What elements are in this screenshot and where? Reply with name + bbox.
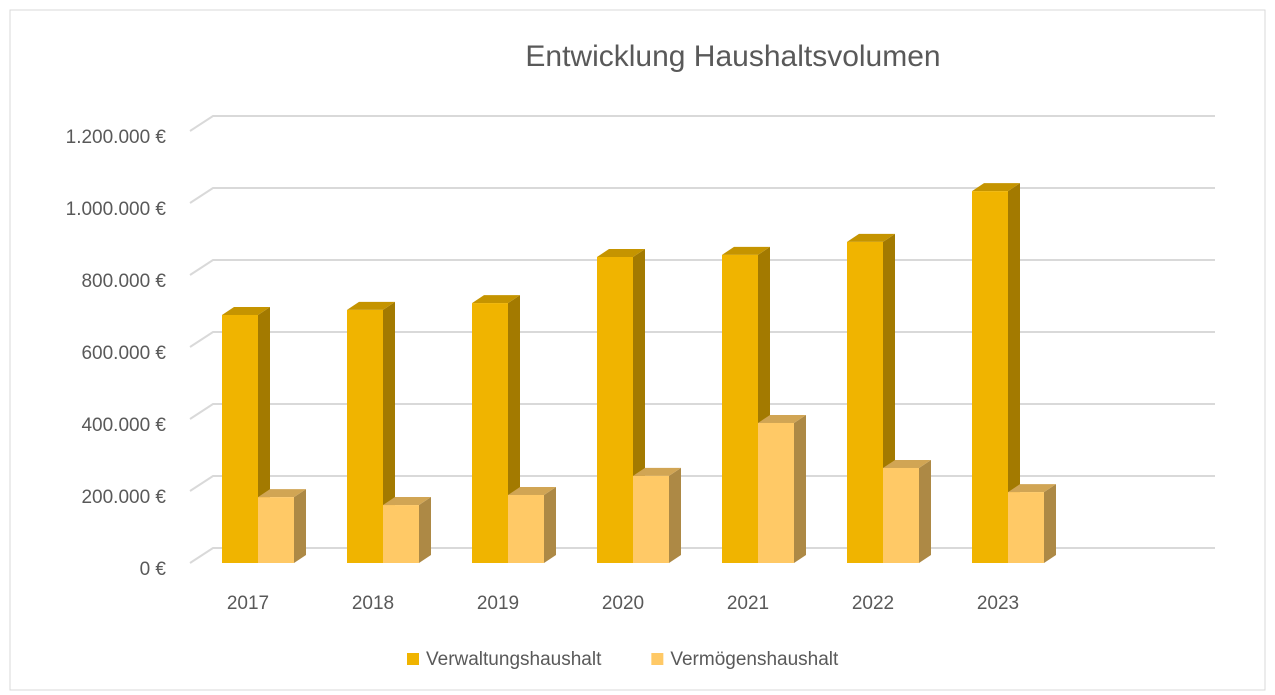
bar (758, 414, 806, 563)
legend-swatch (651, 653, 664, 665)
bar-front (847, 241, 883, 563)
grid-line (189, 187, 1215, 204)
bar-top (383, 497, 431, 506)
bar-top (972, 183, 1020, 192)
legend-swatch (407, 653, 419, 665)
bar-top (847, 233, 895, 242)
bar-side (294, 489, 306, 563)
bar-side (794, 414, 806, 563)
bar-front (508, 494, 544, 563)
legend-label: Vermögenshaushalt (670, 649, 839, 670)
y-tick-label: 800.000 € (81, 271, 166, 292)
bar-top (883, 459, 931, 468)
legend-label: Verwaltungshaushalt (426, 649, 602, 670)
x-tick-label: 2022 (852, 593, 894, 614)
bar-side (419, 497, 431, 563)
y-tick-label: 400.000 € (81, 415, 166, 436)
bar-front (597, 257, 633, 563)
bar-top (722, 246, 770, 255)
bar-front (383, 505, 419, 563)
bar (347, 301, 395, 563)
bar-side (1008, 183, 1020, 563)
y-tick-label: 0 € (140, 559, 167, 580)
y-tick-label: 600.000 € (81, 343, 166, 364)
bar (633, 467, 681, 563)
bar (972, 183, 1020, 563)
bar-side (1044, 484, 1056, 563)
bar-top (1008, 484, 1056, 493)
chart-title: Entwicklung Haushaltsvolumen (525, 40, 940, 73)
x-tick-label: 2023 (977, 593, 1019, 614)
bar-front (883, 467, 919, 563)
x-tick-label: 2017 (227, 593, 269, 614)
bar-side (919, 459, 931, 563)
bar-front (258, 497, 294, 563)
bar-top (258, 489, 306, 498)
bar-top (472, 295, 520, 304)
bar-top (508, 486, 556, 495)
x-tick-label: 2019 (477, 593, 519, 614)
bar (383, 497, 431, 563)
y-tick-label: 200.000 € (81, 487, 166, 508)
y-tick-label: 1.200.000 € (66, 127, 167, 148)
bar-side (383, 301, 395, 563)
bar-front (1008, 492, 1044, 563)
x-tick-label: 2021 (727, 593, 769, 614)
bar-front (633, 475, 669, 563)
bar (1008, 484, 1056, 563)
bar-front (472, 303, 508, 563)
x-tick-label: 2020 (602, 593, 644, 614)
bar-top (222, 306, 270, 315)
bar (847, 233, 895, 563)
bar-top (347, 301, 395, 310)
bar-front (758, 422, 794, 563)
bar-front (972, 191, 1008, 563)
y-tick-label: 1.000.000 € (66, 199, 167, 220)
x-tick-label: 2018 (352, 593, 394, 614)
bar-top (633, 467, 681, 476)
grid-line (189, 115, 1215, 132)
bar (508, 486, 556, 563)
bar-front (347, 309, 383, 563)
bar-front (722, 254, 758, 563)
bar-front (222, 314, 258, 563)
bar (258, 489, 306, 563)
bar (883, 459, 931, 563)
bar-top (597, 249, 645, 257)
bar-side (669, 467, 681, 563)
bar-side (544, 486, 556, 563)
bar-top (758, 414, 806, 423)
